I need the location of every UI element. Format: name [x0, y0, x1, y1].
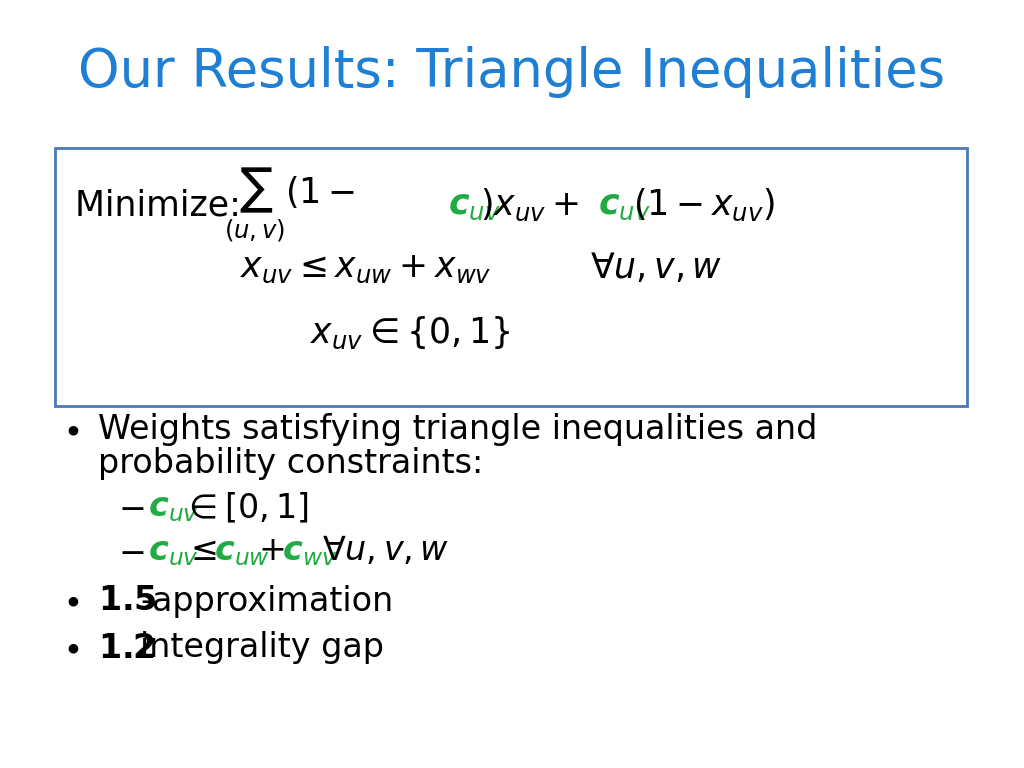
- Text: Minimize:: Minimize:: [75, 188, 252, 222]
- Text: $x_{uv} \leq x_{uw} + x_{wv}$: $x_{uv} \leq x_{uw} + x_{wv}$: [240, 251, 492, 285]
- Text: $x_{uv} \in \{0,1\}$: $x_{uv} \in \{0,1\}$: [310, 315, 510, 351]
- Text: $\bullet$: $\bullet$: [62, 413, 79, 446]
- Text: probability constraints:: probability constraints:: [98, 448, 483, 481]
- Text: $\sum_{(u,v)}(1 - $: $\sum_{(u,v)}(1 - $: [224, 166, 355, 244]
- Text: Weights satisfying triangle inequalities and: Weights satisfying triangle inequalities…: [98, 413, 817, 446]
- Text: $\in [0,1]$: $\in [0,1]$: [182, 491, 309, 525]
- Text: $\leq$: $\leq$: [184, 535, 217, 568]
- Text: $\boldsymbol{c}_{uv}$: $\boldsymbol{c}_{uv}$: [148, 535, 199, 568]
- Text: $)x_{uv} + $: $)x_{uv} + $: [480, 187, 580, 223]
- Text: $-$: $-$: [118, 535, 144, 568]
- Text: $-$: $-$: [118, 492, 144, 525]
- Text: $\boldsymbol{c}_{wv}$: $\boldsymbol{c}_{wv}$: [282, 535, 337, 568]
- Text: $\forall u, v, w$: $\forall u, v, w$: [590, 251, 723, 285]
- Text: $\boldsymbol{c}_{uv}$: $\boldsymbol{c}_{uv}$: [598, 188, 651, 222]
- Bar: [55, 148, 967, 406]
- Text: $(1 - x_{uv})$: $(1 - x_{uv})$: [633, 187, 775, 223]
- Text: $\boldsymbol{c}_{uw}$: $\boldsymbol{c}_{uw}$: [214, 535, 270, 568]
- Text: $\bullet$: $\bullet$: [62, 631, 79, 664]
- Text: Our Results: Triangle Inequalities: Our Results: Triangle Inequalities: [79, 46, 945, 98]
- Text: $\boldsymbol{c}_{uv}$: $\boldsymbol{c}_{uv}$: [449, 188, 501, 222]
- Text: $\forall u, v, w$: $\forall u, v, w$: [322, 535, 450, 568]
- Text: $\bullet$: $\bullet$: [62, 584, 79, 617]
- Text: $\mathbf{1.2}$: $\mathbf{1.2}$: [98, 631, 155, 664]
- Text: $\mathbf{1.5}$: $\mathbf{1.5}$: [98, 584, 157, 617]
- Text: $+$: $+$: [258, 535, 285, 568]
- Text: -approximation: -approximation: [140, 584, 393, 617]
- Text: $\boldsymbol{c}_{uv}$: $\boldsymbol{c}_{uv}$: [148, 492, 199, 525]
- Text: integrality gap: integrality gap: [140, 631, 384, 664]
